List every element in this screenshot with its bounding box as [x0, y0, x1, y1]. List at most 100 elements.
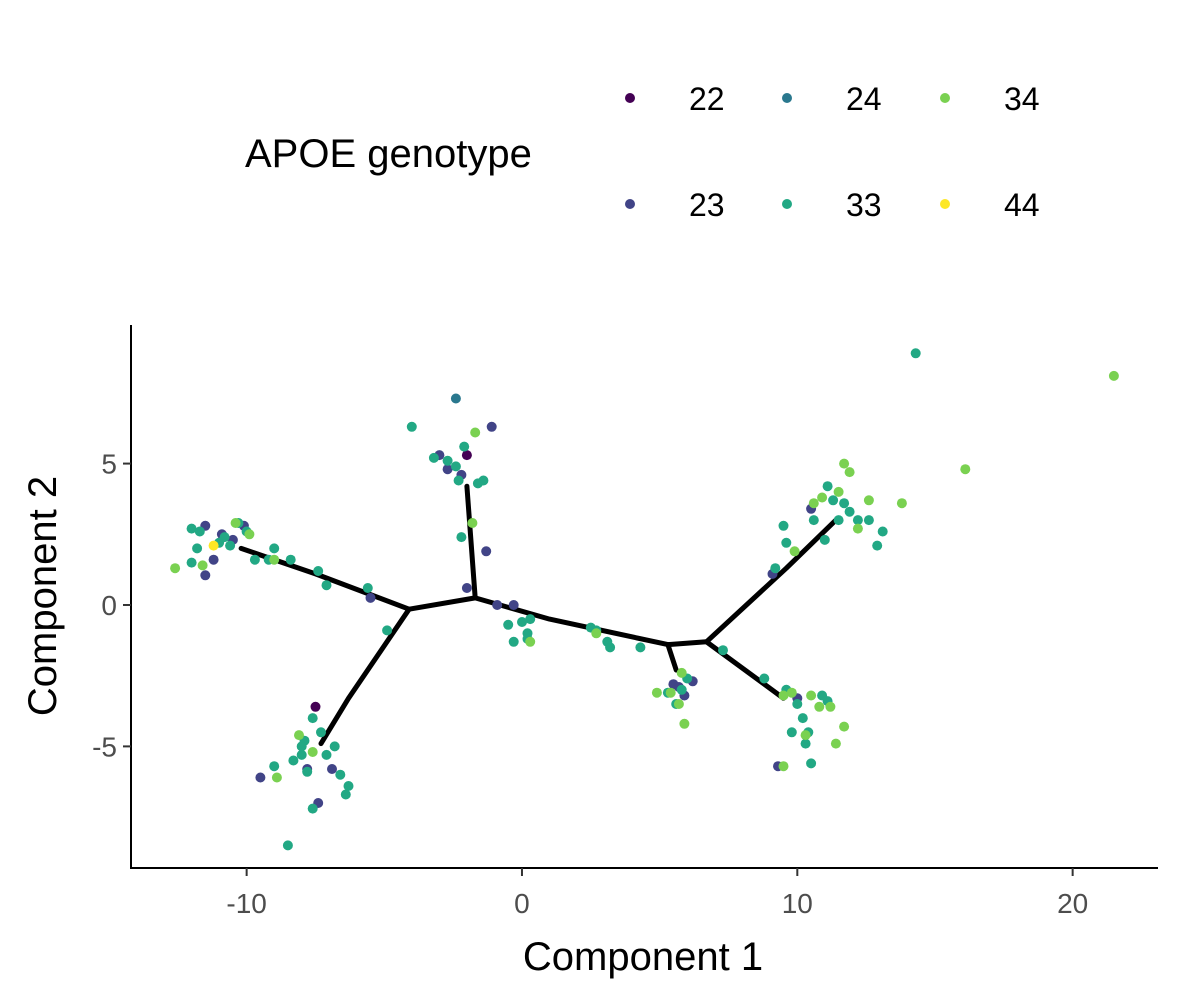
- data-point-23: [200, 570, 211, 581]
- data-point-33: [770, 563, 781, 574]
- data-point-34: [825, 701, 836, 712]
- data-point-34: [789, 546, 800, 557]
- data-point-34: [673, 699, 684, 709]
- data-point-33: [225, 540, 236, 551]
- data-point-33: [343, 781, 354, 791]
- data-point-34: [960, 464, 971, 475]
- data-points: [170, 348, 1119, 851]
- trajectory-segment: [665, 642, 679, 673]
- legend-label: 33: [846, 187, 882, 223]
- legend-items: 22 23 24 33 34 44: [625, 81, 1040, 223]
- data-point-23: [442, 464, 453, 475]
- data-point-34: [830, 738, 841, 749]
- data-point-33: [269, 543, 280, 554]
- data-point-33: [800, 738, 811, 749]
- legend-label: 22: [689, 81, 725, 117]
- data-point-33: [503, 619, 514, 630]
- trajectory-segment: [318, 606, 412, 747]
- x-tick-label: -10: [226, 888, 266, 919]
- data-point-34: [778, 690, 789, 701]
- data-point-34: [230, 518, 241, 528]
- data-point-33: [186, 557, 197, 568]
- data-point-33: [508, 636, 519, 647]
- data-point-33: [321, 749, 332, 760]
- data-point-33: [249, 554, 260, 565]
- data-point-34: [197, 560, 208, 571]
- data-point-23: [508, 600, 519, 610]
- data-point-33: [307, 713, 318, 724]
- data-point-34: [591, 628, 602, 639]
- data-point-33: [525, 614, 536, 625]
- data-point-23: [255, 772, 266, 783]
- data-point-33: [406, 421, 417, 432]
- data-point-33: [759, 673, 770, 684]
- x-axis-title: Component 1: [523, 935, 763, 979]
- data-point-33: [839, 498, 850, 509]
- legend-key: [940, 199, 950, 209]
- legend-item-33: 33: [782, 187, 882, 223]
- data-point-33: [450, 461, 461, 472]
- data-point-33: [442, 455, 453, 466]
- data-point-33: [456, 532, 467, 543]
- y-axis-title: Component 2: [21, 476, 65, 716]
- data-point-33: [340, 789, 351, 800]
- x-tick-label: 20: [1057, 888, 1088, 919]
- data-point-33: [186, 523, 197, 534]
- data-point-34: [839, 458, 850, 469]
- legend-key: [782, 93, 792, 103]
- data-point-23: [492, 600, 503, 610]
- data-point-44: [208, 540, 219, 551]
- data-point-33: [852, 515, 863, 526]
- data-point-33: [316, 727, 326, 738]
- data-point-34: [244, 529, 255, 540]
- legend-key: [940, 93, 950, 103]
- data-point-33: [833, 515, 844, 526]
- data-point-33: [808, 515, 819, 526]
- data-point-34: [896, 498, 907, 509]
- data-point-34: [808, 498, 819, 509]
- data-point-23: [461, 583, 472, 593]
- data-point-33: [517, 617, 527, 627]
- data-point-34: [814, 701, 825, 712]
- data-point-34: [852, 523, 863, 534]
- data-point-33: [786, 727, 797, 738]
- data-point-34: [470, 427, 481, 438]
- data-point-34: [294, 730, 304, 741]
- trajectory: [238, 483, 839, 747]
- data-point-33: [872, 540, 883, 551]
- data-point-23: [208, 554, 219, 565]
- data-point-33: [296, 749, 307, 760]
- data-point-33: [313, 566, 324, 576]
- legend-title: APOE genotype: [245, 132, 532, 176]
- data-point-33: [428, 452, 439, 463]
- data-point-33: [296, 741, 307, 752]
- data-point-34: [651, 687, 662, 698]
- data-point-23: [327, 764, 337, 774]
- legend-item-24: 24: [782, 81, 882, 117]
- data-point-33: [219, 532, 230, 543]
- trajectory-segment: [406, 595, 478, 612]
- y-tick-label: 5: [101, 449, 117, 480]
- data-point-34: [269, 554, 280, 565]
- data-point-33: [792, 699, 803, 709]
- x-ticks: -10 0 10 20: [226, 868, 1088, 919]
- legend-label: 34: [1004, 81, 1040, 117]
- legend-item-44: 44: [940, 187, 1040, 223]
- data-point-33: [844, 506, 855, 517]
- data-point-24: [450, 393, 461, 404]
- legend-key: [782, 199, 792, 209]
- data-point-33: [362, 583, 373, 593]
- x-tick-label: 0: [514, 888, 530, 919]
- trajectory-segment: [472, 595, 671, 648]
- data-point-33: [635, 642, 646, 653]
- data-point-22: [310, 701, 321, 712]
- data-point-34: [271, 772, 282, 783]
- data-point-34: [800, 730, 811, 741]
- data-point-33: [285, 554, 296, 565]
- data-point-33: [478, 475, 489, 486]
- data-point-33: [828, 495, 839, 506]
- data-point-34: [833, 486, 844, 497]
- data-point-33: [797, 713, 808, 724]
- data-point-34: [525, 636, 536, 647]
